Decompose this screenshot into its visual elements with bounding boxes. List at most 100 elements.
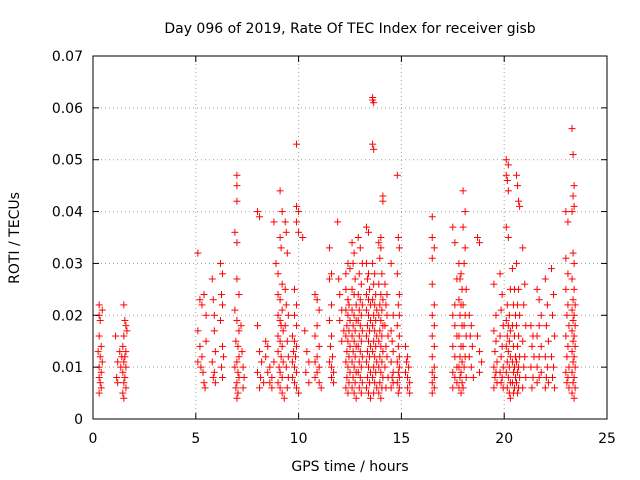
data-point: [395, 311, 403, 319]
data-point: [293, 322, 301, 330]
data-point: [565, 384, 573, 392]
data-point: [394, 301, 402, 309]
data-point: [365, 228, 373, 236]
data-point: [378, 270, 386, 278]
data-point: [315, 363, 323, 371]
data-point: [565, 322, 573, 330]
data-point: [378, 306, 386, 314]
data-point: [362, 306, 370, 314]
data-point: [278, 306, 286, 314]
data-point: [290, 363, 298, 371]
data-point: [520, 301, 528, 309]
data-point: [467, 322, 475, 330]
data-point: [369, 259, 377, 267]
data-point: [325, 244, 333, 252]
data-point: [363, 275, 371, 283]
data-point: [262, 337, 270, 345]
data-point: [119, 342, 127, 350]
data-point: [342, 285, 350, 293]
data-point: [210, 368, 218, 376]
data-point: [497, 306, 505, 314]
data-point: [356, 322, 364, 330]
data-point: [266, 363, 274, 371]
data-point: [355, 270, 363, 278]
data-point: [428, 389, 436, 397]
data-point: [499, 363, 507, 371]
data-point: [362, 223, 370, 231]
data-point: [430, 244, 438, 252]
data-point: [122, 322, 130, 330]
data-point: [114, 379, 122, 387]
data-point: [349, 374, 357, 382]
data-point: [514, 389, 522, 397]
data-point: [519, 337, 527, 345]
data-point: [283, 249, 291, 257]
data-point: [325, 316, 333, 324]
data-point: [118, 353, 126, 361]
data-point: [492, 337, 500, 345]
data-point: [357, 311, 365, 319]
data-point: [350, 249, 358, 257]
data-point: [551, 384, 559, 392]
y-tick-label: 0.07: [52, 49, 83, 65]
data-point: [209, 296, 217, 304]
data-point: [571, 384, 579, 392]
data-point: [395, 291, 403, 299]
data-point: [496, 332, 504, 340]
data-point: [457, 270, 465, 278]
data-point: [451, 322, 459, 330]
data-point: [276, 384, 284, 392]
data-point: [295, 208, 303, 216]
data-point: [514, 301, 522, 309]
y-tick-label: 0.03: [52, 256, 83, 272]
data-point: [348, 384, 356, 392]
data-point: [394, 389, 402, 397]
data-point: [120, 301, 128, 309]
data-point: [293, 140, 301, 148]
data-point: [375, 389, 383, 397]
data-point: [455, 332, 463, 340]
data-point: [383, 311, 391, 319]
data-point: [381, 363, 389, 371]
data-point: [462, 374, 470, 382]
data-point: [449, 342, 457, 350]
data-point: [570, 311, 578, 319]
data-point: [569, 337, 577, 345]
data-point: [350, 389, 358, 397]
data-point: [196, 342, 204, 350]
data-point: [562, 332, 570, 340]
data-point: [233, 171, 241, 179]
data-point: [393, 379, 401, 387]
data-point: [491, 374, 499, 382]
data-point: [428, 311, 436, 319]
data-point: [502, 171, 510, 179]
data-point: [325, 275, 333, 283]
data-point: [402, 342, 410, 350]
data-point: [201, 384, 209, 392]
data-point: [535, 296, 543, 304]
data-point: [570, 353, 578, 361]
data-point: [282, 228, 290, 236]
data-point: [216, 259, 224, 267]
data-point: [528, 384, 536, 392]
data-point: [394, 234, 402, 241]
data-point: [274, 332, 282, 340]
data-point: [234, 342, 242, 350]
data-point: [430, 342, 438, 350]
data-point: [395, 353, 403, 361]
data-point: [522, 374, 530, 382]
data-point: [468, 342, 476, 350]
chart-title: Day 096 of 2019, Rate Of TEC Index for r…: [164, 21, 535, 37]
data-point: [120, 358, 128, 366]
data-point: [96, 353, 104, 361]
data-point: [378, 358, 386, 366]
data-point: [343, 374, 351, 382]
data-point: [496, 368, 504, 376]
data-point: [570, 202, 578, 210]
data-point: [235, 353, 243, 361]
data-point: [428, 332, 436, 340]
data-point: [376, 254, 384, 262]
data-point: [219, 374, 227, 382]
data-point: [274, 270, 282, 278]
